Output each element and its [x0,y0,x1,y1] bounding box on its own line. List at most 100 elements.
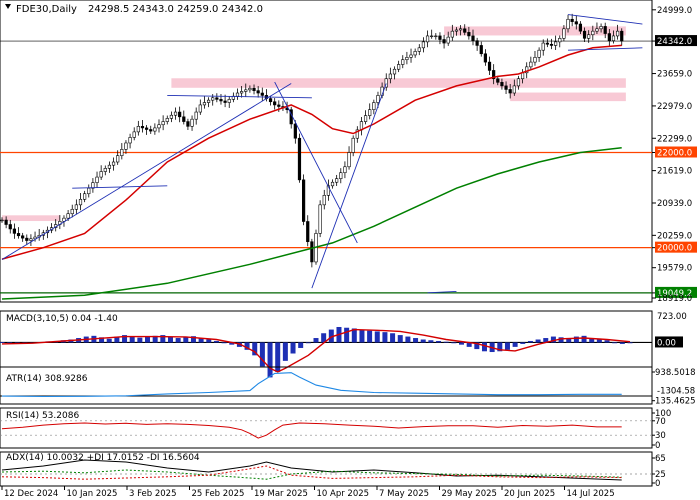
candle-body [87,187,91,195]
candle-body [111,161,116,166]
atr-tick-label: 135.4625 [655,397,696,407]
candle-body [562,28,566,39]
candle-body [12,228,16,234]
candle-body [545,42,549,45]
candle-body [248,87,252,91]
candle-body [136,126,140,133]
macd-histogram-bar [367,330,373,343]
collapse-triangle-icon[interactable] [5,4,11,9]
candle-body [533,57,537,63]
candle-body [409,54,413,58]
candle-body [442,39,446,44]
price-tick-label: 24342.0 [657,37,692,47]
atr-label: ATR(14) 308.9286 [6,374,88,384]
adx-panel[interactable]: ADX(14) 10.0032 +DI 17.0152 -DI 16.5604 [0,451,653,487]
candle-body [471,35,475,41]
macd-histogram-bar [420,339,426,343]
candle-body [198,104,202,113]
candle-body [235,92,240,97]
macd-panel-frame [0,310,653,397]
trend-line [72,185,168,189]
candle-body [256,90,260,94]
candle-body [322,195,326,206]
candle-body [616,30,620,37]
candle-body [620,30,624,42]
macd-histogram-bar [589,338,595,343]
macd-histogram-bar [527,340,533,343]
rsi-panel[interactable]: RSI(14) 53.2086 [0,407,653,449]
macd-histogram-bar [359,329,365,343]
candle-body [25,237,29,241]
candle-body [566,18,570,30]
macd-histogram-bar [321,333,327,343]
time-tick-label: 29 May 2025 [442,489,497,499]
macd-histogram-bar [206,339,212,343]
rsi-tick-label: 30 [655,431,666,441]
candle-body [549,43,554,46]
macd-histogram-bar [512,342,518,347]
resistance-zone [444,26,626,36]
candle-body [459,28,463,31]
candle-body [206,99,211,103]
candle-body [343,166,347,174]
macd-histogram-bar [0,342,5,343]
macd-histogram-bar [566,338,572,343]
candle-body [268,98,273,103]
candle-body [194,111,198,120]
macd-histogram-bar [466,342,472,347]
candle-body [173,111,178,116]
candle-body [211,97,215,101]
candle-body [430,35,434,38]
candle-body [128,137,132,144]
trend-line [568,47,643,51]
atr-axis: 938.5018 135.4625 [652,368,696,407]
price-tick-label: 20259.0 [657,231,692,241]
candle-body [525,66,529,74]
macd-histogram-bar [390,333,396,343]
atr-panel[interactable]: ATR(14) 308.9286 [0,366,653,405]
price-tick-label: 22000.0 [657,149,692,159]
macd-histogram-bar [619,342,625,344]
candle-body [603,26,607,34]
price-tick-label: 21619.0 [657,167,692,177]
candle-body [397,64,401,70]
macd-histogram-bar [114,336,120,343]
candle-body [157,124,161,129]
macd-histogram-bar [106,338,112,343]
candle-body [33,236,37,240]
macd-panel[interactable]: MACD(3,10,5) 0.04 -1.40 [0,310,653,397]
price-panel[interactable]: FDE30,Daily 24298.5 24343.0 24259.0 2434… [0,0,653,303]
candle-body [260,92,264,96]
macd-tag-background [655,336,683,348]
macd-histogram-bar [558,337,564,343]
candle-body [8,224,12,230]
macd-histogram-bar [290,342,296,354]
symbol-label: FDE30,Daily [16,4,77,15]
macd-label: MACD(3,10,5) 0.04 -1.40 [6,314,118,324]
macd-histogram-bar [152,335,158,343]
candle-body [554,41,558,46]
macd-histogram-bar [382,332,388,343]
candle-body [500,82,504,87]
resistance-zone [171,78,626,88]
candle-body [578,23,583,32]
trend-line [274,81,358,244]
adx-series-line [1,465,622,480]
price-tag-background [655,146,697,158]
price-tag-background [655,241,697,253]
macd-histogram-bar [160,335,166,343]
candle-body [446,36,450,44]
candle-body [582,30,587,39]
candle-body [21,235,25,239]
price-tick-label: 19049.2 [657,289,692,299]
candle-body [496,78,500,83]
candle-body [475,40,479,46]
resistance-zone [2,215,60,222]
macd-histogram-bar [604,340,610,343]
candle-body [454,29,459,32]
candle-body [483,53,487,63]
candle-body [611,35,616,41]
macd-histogram-bar [428,340,434,343]
candle-body [520,72,525,80]
